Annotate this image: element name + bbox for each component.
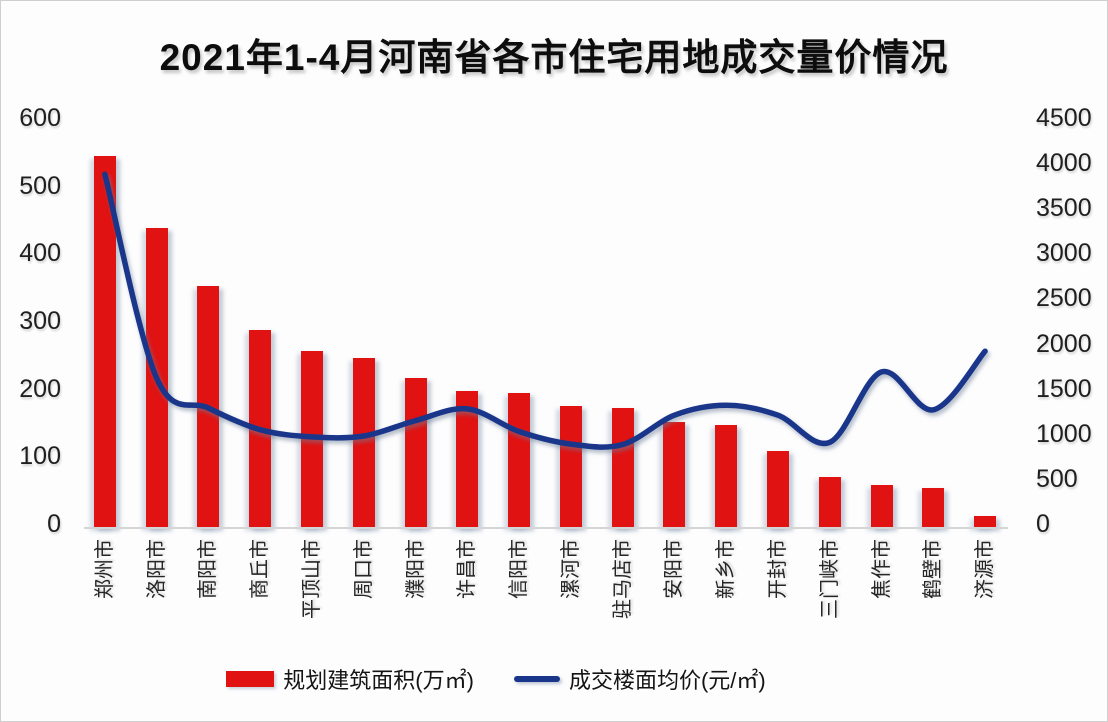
x-axis-label: 商丘市 (249, 539, 272, 599)
x-axis-label: 济源市 (974, 539, 997, 599)
x-axis-line (84, 527, 1008, 529)
legend-item-label: 成交楼面均价(元/㎡) (568, 668, 766, 693)
legend-item-area: 规划建筑面积(万㎡) (226, 663, 474, 695)
right-axis-tick-label: 1000 (1036, 419, 1092, 448)
x-axis-label: 驻马店市 (611, 539, 634, 619)
bar (145, 228, 168, 528)
bar (663, 421, 686, 528)
price-line (102, 171, 988, 450)
bar (870, 484, 893, 528)
x-axis-label: 南阳市 (197, 539, 220, 599)
right-axis-tick-label: 4000 (1036, 149, 1092, 178)
x-axis-label: 新乡市 (715, 539, 738, 599)
right-axis-tick-label: 500 (1036, 464, 1078, 493)
legend-item-label: 规划建筑面积(万㎡) (283, 668, 474, 693)
bar (352, 358, 375, 528)
x-axis-label: 濮阳市 (404, 539, 427, 599)
bar (611, 408, 634, 528)
x-axis-label: 许昌市 (456, 539, 479, 599)
chart-title: 2021年1-4月河南省各市住宅用地成交量价情况 (159, 37, 949, 78)
x-axis-label: 洛阳市 (145, 539, 168, 599)
x-axis-label: 安阳市 (663, 539, 686, 599)
x-axis-label: 郑州市 (93, 539, 116, 599)
right-axis-tick-label: 2500 (1036, 284, 1092, 313)
right-axis-tick-label: 3000 (1036, 239, 1092, 268)
bar (922, 488, 945, 528)
right-axis-tick-label: 3500 (1036, 194, 1092, 223)
bar (197, 285, 220, 528)
left-axis-tick-label: 300 (19, 307, 61, 335)
bar (93, 155, 116, 528)
bar (404, 378, 427, 528)
bar (767, 450, 789, 528)
x-axis-label: 焦作市 (870, 539, 893, 599)
x-axis-label: 开封市 (767, 539, 789, 599)
bar (456, 390, 479, 528)
legend: 规划建筑面积(万㎡) 成交楼面均价(元/㎡) (1, 663, 1049, 695)
bar (508, 393, 531, 528)
right-axis-tick-label: 1500 (1036, 374, 1092, 403)
legend-item-price: 成交楼面均价(元/㎡) (513, 663, 766, 695)
x-axis-label: 三门峡市 (818, 539, 841, 619)
left-axis-tick-label: 0 (47, 510, 61, 538)
right-axis-tick-label: 0 (1036, 510, 1050, 538)
bar (715, 425, 738, 528)
left-axis-tick-label: 400 (19, 239, 61, 268)
right-axis-tick-label: 2000 (1036, 329, 1092, 358)
x-axis-label: 漯河市 (559, 539, 582, 599)
right-axis-tick-label: 4500 (1036, 104, 1092, 132)
bar (301, 350, 323, 528)
left-axis-tick-label: 100 (19, 442, 61, 471)
x-axis-label: 平顶山市 (301, 539, 323, 619)
bar (974, 515, 997, 528)
bar (559, 405, 582, 528)
x-axis-label: 信阳市 (508, 539, 531, 599)
x-axis-label: 鹤壁市 (922, 539, 945, 599)
bar (818, 476, 841, 528)
bar (249, 330, 272, 528)
legend-line-swatch (513, 676, 560, 682)
legend-bar-swatch (226, 671, 275, 687)
x-axis-label: 周口市 (352, 539, 375, 599)
left-axis-tick-label: 600 (19, 104, 61, 132)
left-axis-tick-label: 500 (19, 171, 61, 200)
left-axis-tick-label: 200 (19, 374, 61, 403)
